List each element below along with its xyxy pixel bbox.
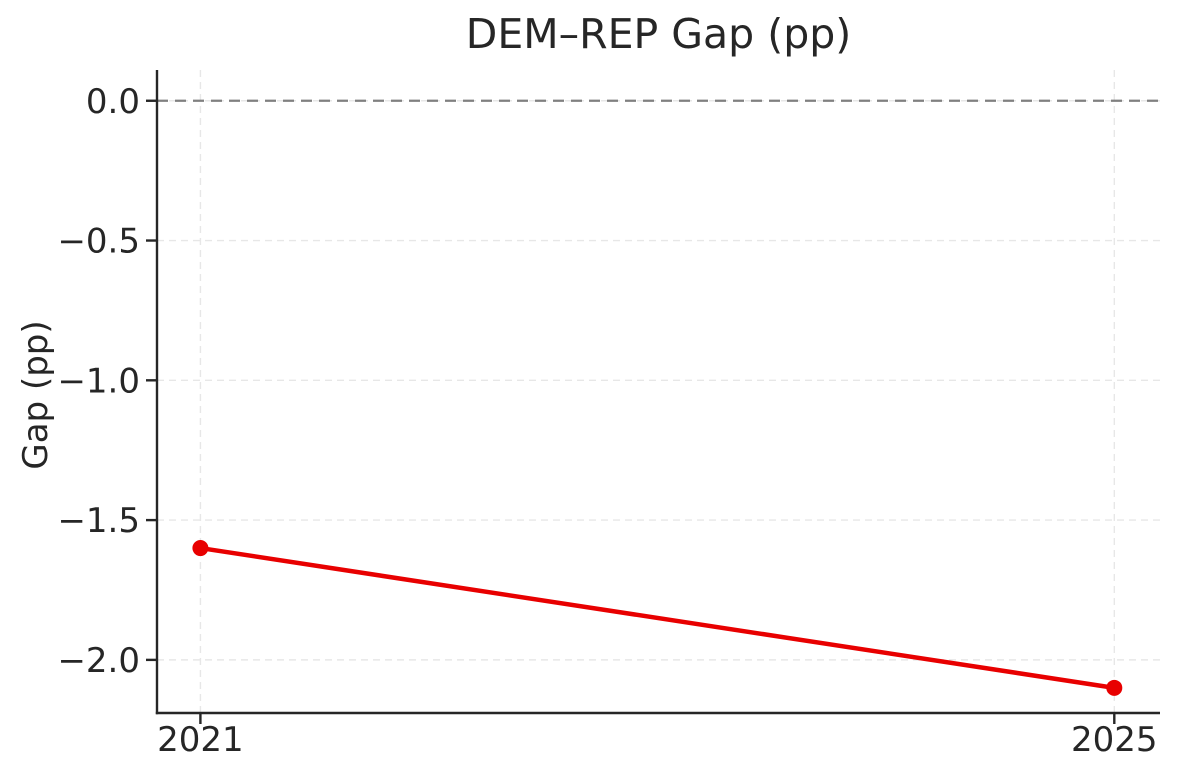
- y-tick-label: −1.5: [57, 501, 140, 541]
- y-tick-label: 0.0: [86, 82, 140, 122]
- data-point: [192, 540, 209, 557]
- y-tick-label: −1.0: [57, 361, 140, 401]
- chart-title: DEM–REP Gap (pp): [465, 10, 852, 58]
- x-tick-label: 2021: [157, 720, 244, 760]
- x-tick-label: 2025: [1071, 720, 1158, 760]
- y-tick-label: −0.5: [57, 222, 140, 262]
- data-point: [1106, 679, 1123, 696]
- y-tick-label: −2.0: [57, 641, 140, 681]
- series-line: [198, 545, 1117, 691]
